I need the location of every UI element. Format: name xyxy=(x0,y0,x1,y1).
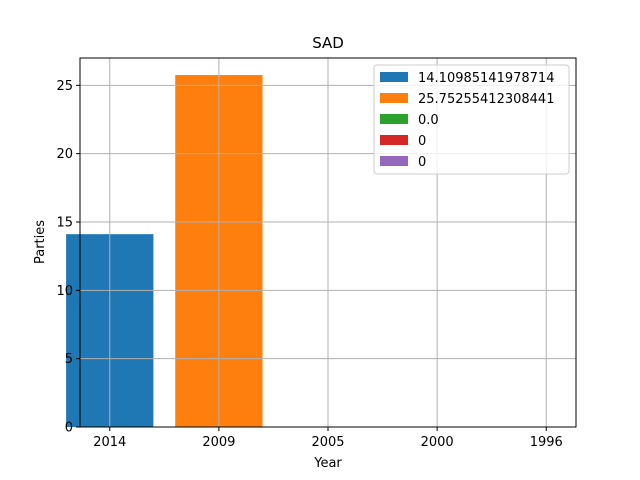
y-axis: 0 5 10 15 20 25 xyxy=(56,79,80,436)
legend-label: 0.0 xyxy=(418,113,439,128)
y-tick-label: 25 xyxy=(56,79,73,94)
y-tick-label: 5 xyxy=(65,352,73,367)
y-tick-label: 20 xyxy=(56,147,73,162)
bars-layer xyxy=(66,75,263,427)
legend-swatch xyxy=(380,93,408,103)
chart-title: SAD xyxy=(312,34,344,52)
legend-swatch xyxy=(380,135,408,145)
legend-swatch xyxy=(380,72,408,82)
legend-swatch xyxy=(380,114,408,124)
legend-label: 14.10985141978714 xyxy=(418,71,554,86)
legend-label: 0 xyxy=(418,155,426,170)
y-tick-label: 10 xyxy=(56,284,73,299)
x-tick-label: 1996 xyxy=(530,435,563,450)
y-tick-label: 15 xyxy=(56,216,73,231)
x-axis: 2014 2009 2005 2000 1996 xyxy=(93,427,563,450)
y-axis-label: Parties xyxy=(33,220,48,264)
legend-swatch xyxy=(380,156,408,166)
grid-layer xyxy=(80,58,576,428)
y-tick-label: 0 xyxy=(65,421,73,436)
x-tick-label: 2005 xyxy=(311,435,344,450)
legend-box xyxy=(373,64,570,175)
x-axis-label: Year xyxy=(313,456,342,471)
x-tick-label: 2009 xyxy=(202,435,235,450)
legend: 14.10985141978714 25.75255412308441 0.0 0 0 xyxy=(373,64,570,175)
x-tick-label: 2000 xyxy=(421,435,454,450)
x-tick-label: 2014 xyxy=(93,435,126,450)
legend-label: 0 xyxy=(418,134,426,149)
legend-label: 25.75255412308441 xyxy=(418,92,554,107)
